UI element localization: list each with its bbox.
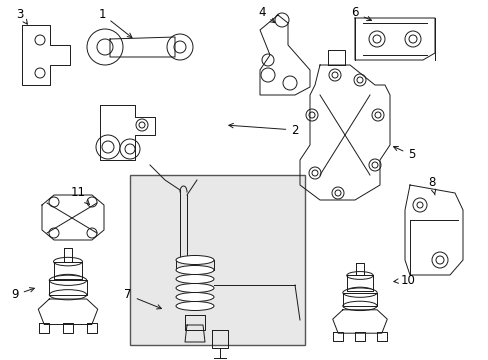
Polygon shape bbox=[354, 18, 434, 60]
Ellipse shape bbox=[176, 284, 214, 292]
Circle shape bbox=[311, 170, 317, 176]
Polygon shape bbox=[376, 332, 386, 341]
Circle shape bbox=[372, 35, 380, 43]
Ellipse shape bbox=[346, 271, 372, 279]
Circle shape bbox=[368, 31, 384, 47]
Circle shape bbox=[334, 190, 340, 196]
Circle shape bbox=[371, 109, 383, 121]
Ellipse shape bbox=[176, 256, 214, 265]
Polygon shape bbox=[49, 280, 86, 295]
Ellipse shape bbox=[176, 266, 214, 274]
Polygon shape bbox=[63, 248, 72, 262]
Polygon shape bbox=[54, 262, 82, 279]
Polygon shape bbox=[327, 50, 345, 65]
Polygon shape bbox=[39, 323, 49, 333]
Circle shape bbox=[87, 228, 97, 238]
Circle shape bbox=[167, 34, 193, 60]
Circle shape bbox=[331, 187, 343, 199]
Circle shape bbox=[102, 141, 114, 153]
Text: 1: 1 bbox=[98, 8, 132, 37]
Polygon shape bbox=[332, 310, 386, 333]
Circle shape bbox=[125, 144, 135, 154]
Polygon shape bbox=[342, 293, 376, 306]
Circle shape bbox=[431, 252, 447, 268]
Ellipse shape bbox=[49, 290, 86, 300]
Bar bbox=[130, 175, 305, 345]
Circle shape bbox=[371, 162, 377, 168]
Text: 2: 2 bbox=[228, 123, 298, 136]
Polygon shape bbox=[355, 332, 364, 341]
Circle shape bbox=[261, 68, 274, 82]
Ellipse shape bbox=[54, 257, 82, 266]
Polygon shape bbox=[355, 263, 363, 275]
Circle shape bbox=[374, 112, 380, 118]
Ellipse shape bbox=[342, 301, 376, 311]
Circle shape bbox=[274, 13, 288, 27]
Circle shape bbox=[136, 119, 148, 131]
Ellipse shape bbox=[342, 288, 376, 297]
Text: 3: 3 bbox=[16, 8, 27, 24]
Circle shape bbox=[139, 122, 145, 128]
Ellipse shape bbox=[54, 274, 82, 283]
Circle shape bbox=[35, 35, 45, 45]
Circle shape bbox=[308, 167, 320, 179]
Text: 4: 4 bbox=[258, 6, 274, 23]
Circle shape bbox=[435, 256, 443, 264]
Circle shape bbox=[87, 29, 123, 65]
Circle shape bbox=[308, 112, 314, 118]
Circle shape bbox=[283, 76, 296, 90]
Polygon shape bbox=[212, 330, 227, 348]
Text: 8: 8 bbox=[427, 176, 435, 195]
Text: 7: 7 bbox=[124, 288, 161, 309]
Polygon shape bbox=[333, 332, 342, 341]
Circle shape bbox=[328, 69, 340, 81]
Polygon shape bbox=[42, 195, 104, 240]
Circle shape bbox=[331, 72, 337, 78]
Ellipse shape bbox=[176, 274, 214, 284]
Circle shape bbox=[368, 159, 380, 171]
Text: 10: 10 bbox=[393, 274, 415, 287]
Polygon shape bbox=[22, 25, 70, 85]
Polygon shape bbox=[346, 275, 372, 291]
Text: 5: 5 bbox=[393, 147, 415, 162]
Polygon shape bbox=[260, 15, 309, 95]
Ellipse shape bbox=[176, 302, 214, 310]
Polygon shape bbox=[404, 185, 462, 275]
Circle shape bbox=[262, 54, 273, 66]
Circle shape bbox=[35, 68, 45, 78]
Polygon shape bbox=[100, 105, 155, 160]
Ellipse shape bbox=[49, 275, 86, 285]
Circle shape bbox=[49, 228, 59, 238]
Circle shape bbox=[416, 202, 422, 208]
Circle shape bbox=[120, 139, 140, 159]
Polygon shape bbox=[299, 65, 389, 200]
Text: 11: 11 bbox=[70, 186, 89, 204]
Text: 9: 9 bbox=[11, 288, 34, 302]
Polygon shape bbox=[184, 325, 204, 342]
Polygon shape bbox=[38, 299, 98, 324]
Circle shape bbox=[408, 35, 416, 43]
Polygon shape bbox=[176, 260, 214, 270]
Circle shape bbox=[353, 74, 365, 86]
Circle shape bbox=[87, 197, 97, 207]
Polygon shape bbox=[86, 323, 97, 333]
Circle shape bbox=[305, 109, 317, 121]
Circle shape bbox=[174, 41, 185, 53]
Polygon shape bbox=[110, 37, 175, 57]
Circle shape bbox=[404, 31, 420, 47]
Circle shape bbox=[97, 39, 113, 55]
Polygon shape bbox=[184, 315, 204, 330]
Ellipse shape bbox=[176, 292, 214, 302]
Polygon shape bbox=[63, 323, 73, 333]
Circle shape bbox=[412, 198, 426, 212]
Circle shape bbox=[96, 135, 120, 159]
Circle shape bbox=[49, 197, 59, 207]
Ellipse shape bbox=[346, 287, 372, 295]
Text: 6: 6 bbox=[350, 6, 371, 21]
Circle shape bbox=[356, 77, 362, 83]
